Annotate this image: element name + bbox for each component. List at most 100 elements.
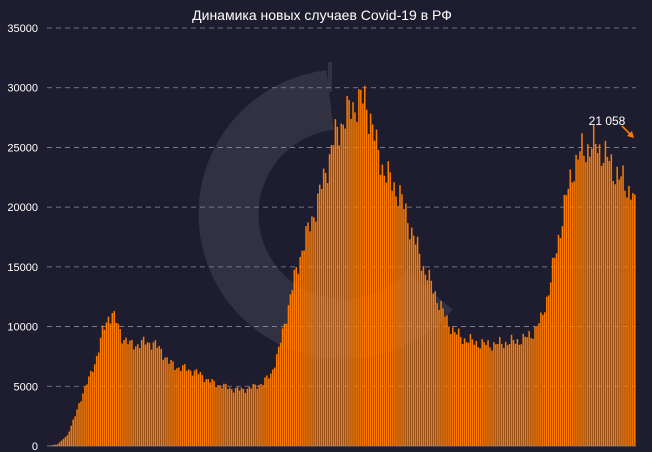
bar bbox=[510, 334, 513, 446]
bar bbox=[150, 349, 153, 446]
bar bbox=[162, 359, 164, 446]
bar bbox=[559, 238, 562, 446]
bar bbox=[452, 327, 454, 446]
bar bbox=[489, 347, 491, 446]
bar bbox=[103, 329, 106, 446]
bar bbox=[600, 165, 603, 446]
bar bbox=[506, 345, 509, 446]
bar bbox=[592, 124, 595, 446]
bar bbox=[340, 123, 343, 446]
y-tick-label: 15000 bbox=[7, 262, 38, 274]
bar bbox=[358, 89, 360, 447]
bar bbox=[166, 357, 168, 446]
bar bbox=[174, 370, 176, 446]
bar bbox=[475, 340, 478, 446]
bar bbox=[485, 344, 487, 446]
bar bbox=[176, 368, 178, 446]
bar bbox=[362, 103, 364, 446]
bar bbox=[291, 290, 294, 446]
bar bbox=[317, 193, 319, 446]
bar bbox=[58, 442, 61, 446]
bar bbox=[326, 183, 329, 446]
bar bbox=[522, 333, 525, 446]
bar bbox=[540, 312, 542, 446]
bar bbox=[62, 438, 65, 446]
bar bbox=[410, 227, 413, 446]
bar bbox=[152, 342, 155, 446]
bar bbox=[532, 338, 534, 446]
bar bbox=[117, 323, 119, 446]
bar bbox=[158, 345, 161, 446]
bar bbox=[620, 176, 622, 447]
bar bbox=[260, 383, 262, 446]
bar bbox=[234, 388, 237, 446]
bar bbox=[133, 349, 135, 446]
bar bbox=[54, 444, 57, 446]
y-tick-label: 10000 bbox=[7, 322, 38, 334]
bar bbox=[140, 340, 143, 446]
bar bbox=[432, 293, 434, 446]
bar bbox=[144, 344, 147, 446]
bar bbox=[500, 343, 503, 446]
bar bbox=[99, 337, 102, 446]
bar bbox=[148, 342, 151, 446]
bar bbox=[483, 342, 485, 446]
bar bbox=[391, 190, 393, 446]
bars bbox=[48, 85, 636, 447]
bar bbox=[180, 371, 182, 446]
bar bbox=[444, 316, 446, 446]
bar bbox=[334, 119, 337, 447]
bar bbox=[377, 149, 380, 446]
bar bbox=[547, 295, 550, 446]
bar bbox=[78, 403, 80, 446]
chart-title: Динамика новых случаев Covid-19 в РФ bbox=[192, 7, 452, 23]
bar bbox=[127, 344, 129, 446]
bar bbox=[319, 184, 321, 446]
bar bbox=[405, 203, 407, 446]
bar bbox=[571, 182, 573, 446]
bar bbox=[369, 113, 372, 447]
bar bbox=[544, 312, 546, 446]
bar bbox=[330, 145, 333, 446]
last-value-label: 21 058 bbox=[589, 114, 626, 128]
bar bbox=[129, 340, 131, 446]
bar bbox=[436, 303, 438, 446]
bar bbox=[270, 373, 272, 446]
bar bbox=[365, 109, 368, 447]
bar bbox=[471, 339, 474, 446]
bar bbox=[524, 336, 526, 446]
bar bbox=[516, 339, 519, 446]
bar bbox=[512, 340, 515, 446]
bar bbox=[242, 388, 245, 446]
bar bbox=[90, 370, 92, 446]
bar bbox=[422, 265, 425, 446]
bar bbox=[563, 194, 566, 446]
bar bbox=[146, 342, 149, 446]
bar bbox=[626, 197, 628, 446]
bar bbox=[137, 344, 139, 446]
bar bbox=[385, 182, 388, 446]
bar bbox=[86, 384, 88, 446]
bar bbox=[223, 383, 225, 446]
bar bbox=[477, 347, 480, 446]
bar bbox=[585, 162, 587, 446]
y-tick-label: 20000 bbox=[7, 202, 38, 214]
bar bbox=[397, 206, 399, 446]
bar bbox=[142, 336, 145, 446]
bar bbox=[590, 148, 593, 446]
bar bbox=[279, 342, 282, 446]
bar bbox=[238, 390, 241, 446]
bar bbox=[74, 416, 76, 446]
bar bbox=[565, 195, 568, 446]
bar bbox=[379, 174, 382, 446]
bar bbox=[442, 308, 444, 446]
bar bbox=[426, 280, 429, 446]
bar bbox=[135, 346, 137, 446]
bar bbox=[80, 401, 82, 446]
bar bbox=[185, 370, 188, 446]
bar bbox=[315, 221, 317, 446]
bar bbox=[183, 364, 186, 446]
bar bbox=[195, 369, 198, 446]
bar bbox=[393, 182, 395, 446]
bar bbox=[344, 128, 346, 446]
